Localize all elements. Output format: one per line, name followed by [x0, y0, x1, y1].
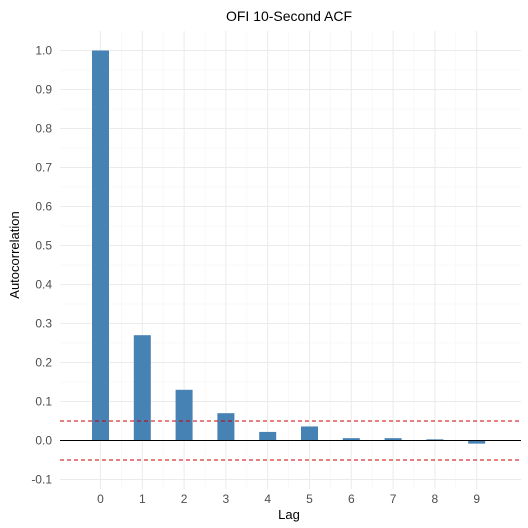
y-tick-label: -0.1 [31, 473, 52, 487]
minor-gridlines [60, 31, 521, 489]
x-tick-label: 1 [139, 492, 146, 506]
y-tick-label: 1.0 [35, 44, 52, 58]
x-tick-label: 5 [306, 492, 313, 506]
acf-bar [342, 438, 360, 441]
x-axis-ticks: 0 1 2 3 4 5 6 7 8 9 [97, 492, 480, 506]
acf-bar [468, 440, 486, 444]
y-tick-label: 0.7 [35, 161, 52, 175]
y-tick-label: 0.5 [35, 239, 52, 253]
x-tick-label: 7 [390, 492, 397, 506]
chart-title: OFI 10-Second ACF [226, 8, 352, 24]
x-axis-label: Lag [278, 507, 300, 522]
y-axis-ticks: -0.1 0.0 0.1 0.2 0.3 0.4 0.5 0.6 0.7 0.8 0.9 1.0 [31, 44, 52, 487]
acf-bar [175, 389, 193, 441]
x-tick-label: 9 [473, 492, 480, 506]
acf-bar [133, 335, 151, 441]
y-tick-label: 0.8 [35, 122, 52, 136]
x-tick-label: 8 [432, 492, 439, 506]
acf-bar [384, 438, 402, 441]
acf-bar [217, 413, 235, 441]
acf-bar [92, 50, 109, 441]
y-tick-label: 0.0 [35, 434, 52, 448]
x-tick-label: 3 [223, 492, 230, 506]
bars [92, 50, 486, 444]
major-gridlines [60, 31, 521, 489]
y-tick-label: 0.2 [35, 356, 52, 370]
y-tick-label: 0.1 [35, 395, 52, 409]
x-tick-label: 6 [348, 492, 355, 506]
plot-area [60, 31, 521, 489]
x-tick-label: 0 [97, 492, 104, 506]
reference-lines [60, 420, 521, 461]
acf-bar [259, 431, 277, 441]
acf-bar [426, 439, 444, 441]
y-tick-label: 0.3 [35, 317, 52, 331]
y-tick-label: 0.9 [35, 83, 52, 97]
y-tick-label: 0.6 [35, 200, 52, 214]
acf-bar [301, 426, 318, 441]
x-tick-label: 4 [264, 492, 271, 506]
x-tick-label: 2 [181, 492, 188, 506]
y-tick-label: 0.4 [35, 278, 52, 292]
y-axis-label: Autocorrelation [7, 211, 22, 298]
